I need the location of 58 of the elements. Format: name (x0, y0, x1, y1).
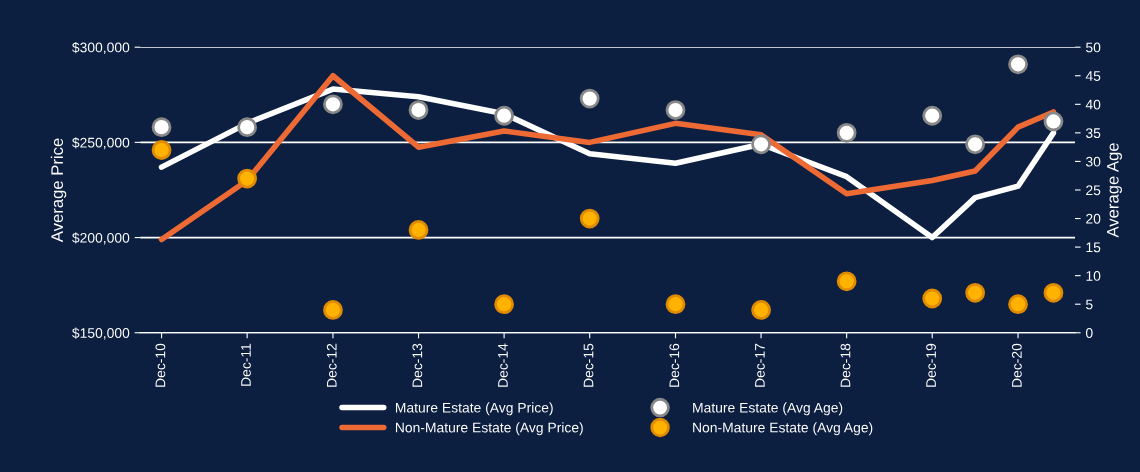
x-tick-label: Dec-15 (583, 343, 594, 387)
point (836, 271, 857, 292)
y-tick-label: $300,000 (72, 41, 130, 55)
y2-tick-label: 35 (1085, 128, 1101, 139)
point (922, 288, 943, 309)
point (494, 294, 514, 315)
point (1043, 111, 1064, 132)
point (922, 105, 943, 126)
point (1008, 54, 1028, 75)
point (237, 117, 258, 138)
point (665, 294, 686, 315)
x-tick-label: Dec-18 (840, 343, 851, 387)
x-tick-label: Dec-10 (155, 343, 166, 387)
y2-tick-label: 5 (1085, 299, 1093, 310)
x-tick-label: Dec-11 (241, 343, 251, 386)
point (579, 208, 600, 229)
x-tick-label: Dec-14 (498, 343, 508, 387)
legend-label: Mature Estate (Avg Age) (693, 402, 843, 416)
y2-tick-label: 45 (1085, 71, 1101, 81)
x-tick-label: Dec-19 (926, 343, 936, 387)
point (751, 300, 771, 320)
x-tick-label: Dec-16 (669, 343, 680, 387)
x-tick-label: Dec-13 (412, 343, 423, 387)
y2-tick-label: 30 (1085, 156, 1101, 167)
point (408, 100, 429, 120)
point (323, 300, 343, 320)
y2-tick-label: 20 (1086, 213, 1101, 224)
x-tick-label: Dec-20 (1011, 343, 1022, 387)
point (965, 282, 986, 303)
point (1043, 282, 1064, 303)
x-tick-label: Dec-17 (755, 343, 765, 387)
y-tick-label: $200,000 (72, 232, 130, 245)
point (579, 88, 600, 109)
point (151, 117, 172, 138)
y-tick-label: $250,000 (72, 137, 130, 150)
point (751, 134, 771, 155)
point (836, 122, 857, 143)
point (1008, 294, 1028, 315)
y2-tick-label: 25 (1086, 185, 1101, 196)
point (965, 134, 986, 155)
legend-label: Non-Mature Estate (Avg Price) (395, 422, 583, 436)
point (494, 105, 514, 126)
point (323, 94, 343, 115)
y-tick-label: $150,000 (72, 327, 130, 340)
legend-label: Non-Mature Estate (Avg Age) (693, 422, 873, 436)
y2-tick-label: 50 (1085, 42, 1101, 53)
y2-axis-title: Average Age (1107, 143, 1122, 238)
legend-label: Mature Estate (Avg Price) (395, 402, 553, 416)
point (237, 168, 258, 189)
point (151, 140, 172, 160)
point (665, 100, 686, 120)
y2-tick-label: 0 (1085, 328, 1093, 338)
y2-tick-label: 15 (1086, 242, 1101, 253)
y2-tick-label: 40 (1085, 99, 1101, 110)
x-tick-label: Dec-12 (326, 343, 337, 387)
y-axis-title: Average Price (50, 138, 67, 243)
point (408, 220, 429, 240)
y2-tick-label: 10 (1086, 270, 1101, 281)
